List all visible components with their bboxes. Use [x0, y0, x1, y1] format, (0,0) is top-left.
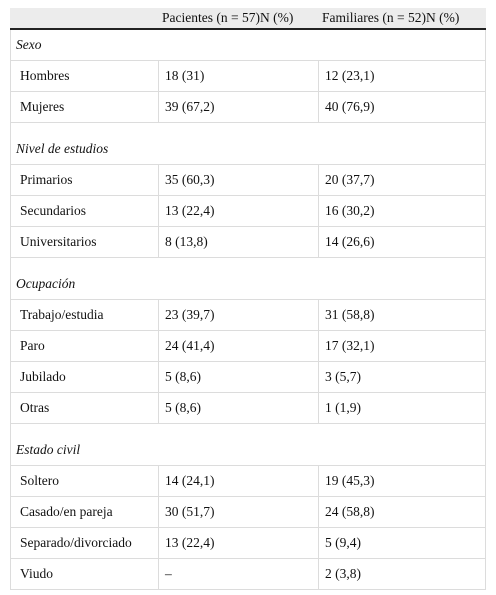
cell: 35 (60,3) [158, 165, 318, 195]
data-row: Hombres 18 (31) 12 (23,1) [10, 61, 486, 92]
cell: 20 (37,7) [318, 165, 486, 195]
data-row: Universitarios 8 (13,8) 14 (26,6) [10, 227, 486, 258]
cell: 17 (32,1) [318, 331, 486, 361]
cell: 39 (67,2) [158, 92, 318, 122]
data-row: Trabajo/estudia 23 (39,7) 31 (58,8) [10, 300, 486, 331]
cell: 13 (22,4) [158, 196, 318, 226]
cell: Trabajo/estudia [10, 300, 158, 330]
header-row: Pacientes (n = 57)N (%) Familiares (n = … [10, 8, 486, 30]
cell: 30 (51,7) [158, 497, 318, 527]
cell: 12 (23,1) [318, 61, 486, 91]
cell: 14 (24,1) [158, 466, 318, 496]
cell: 1 (1,9) [318, 393, 486, 423]
cell: Paro [10, 331, 158, 361]
section-row: Ocupación [10, 269, 486, 300]
cell: 16 (30,2) [318, 196, 486, 226]
data-row: Viudo –2 (3,8) [10, 559, 486, 590]
section-row: Nivel de estudios [10, 134, 486, 165]
cell: – [158, 559, 318, 589]
cell: 24 (41,4) [158, 331, 318, 361]
cell: Mujeres [10, 92, 158, 122]
data-row: Paro 24 (41,4) 17 (32,1) [10, 331, 486, 362]
cell: Casado/en pareja [10, 497, 158, 527]
spacer-row [10, 424, 486, 435]
data-row: Primarios 35 (60,3) 20 (37,7) [10, 165, 486, 196]
data-row: Separado/divorciado 13 (22,4) 5 (9,4) [10, 528, 486, 559]
data-row: Casado/en pareja 30 (51,7) 24 (58,8) [10, 497, 486, 528]
cell: 8 (13,8) [158, 227, 318, 257]
cell: 3 (5,7) [318, 362, 486, 392]
data-row: Mujeres 39 (67,2) 40 (76,9) [10, 92, 486, 123]
spacer-row [10, 258, 486, 269]
cell: 31 (58,8) [318, 300, 486, 330]
cell: Primarios [10, 165, 158, 195]
header-cell: Pacientes (n = 57)N (%) [162, 10, 294, 25]
cell: Universitarios [10, 227, 158, 257]
cell: 23 (39,7) [158, 300, 318, 330]
cell: 5 (8,6) [158, 362, 318, 392]
cell: Secundarios [10, 196, 158, 226]
cell: Soltero [10, 466, 158, 496]
cell: 5 (9,4) [318, 528, 486, 558]
cell: Otras [10, 393, 158, 423]
cell: Hombres [10, 61, 158, 91]
cell: 14 (26,6) [318, 227, 486, 257]
cell: 19 (45,3) [318, 466, 486, 496]
section-row: Estado civil [10, 435, 486, 466]
data-row: Soltero 14 (24,1) 19 (45,3) [10, 466, 486, 497]
cell: 24 (58,8) [318, 497, 486, 527]
data-row: Jubilado 5 (8,6) 3 (5,7) [10, 362, 486, 393]
section-title: Ocupación [16, 276, 76, 291]
cell: Viudo [10, 559, 158, 589]
cell: 2 (3,8) [318, 559, 486, 589]
data-row: Otras 5 (8,6) 1 (1,9) [10, 393, 486, 424]
section-title: Estado civil [16, 442, 81, 457]
data-row: Secundarios 13 (22,4) 16 (30,2) [10, 196, 486, 227]
cell: 18 (31) [158, 61, 318, 91]
section-title: Sexo [16, 37, 42, 52]
header-cell: Familiares (n = 52)N (%) [322, 10, 460, 25]
section-row: Sexo [10, 30, 486, 61]
spacer-row [10, 123, 486, 134]
table: Pacientes (n = 57)N (%) Familiares (n = … [10, 8, 486, 590]
section-title: Nivel de estudios [16, 141, 109, 156]
cell: Jubilado [10, 362, 158, 392]
cell: 40 (76,9) [318, 92, 486, 122]
cell: Separado/divorciado [10, 528, 158, 558]
cell: 5 (8,6) [158, 393, 318, 423]
cell: 13 (22,4) [158, 528, 318, 558]
